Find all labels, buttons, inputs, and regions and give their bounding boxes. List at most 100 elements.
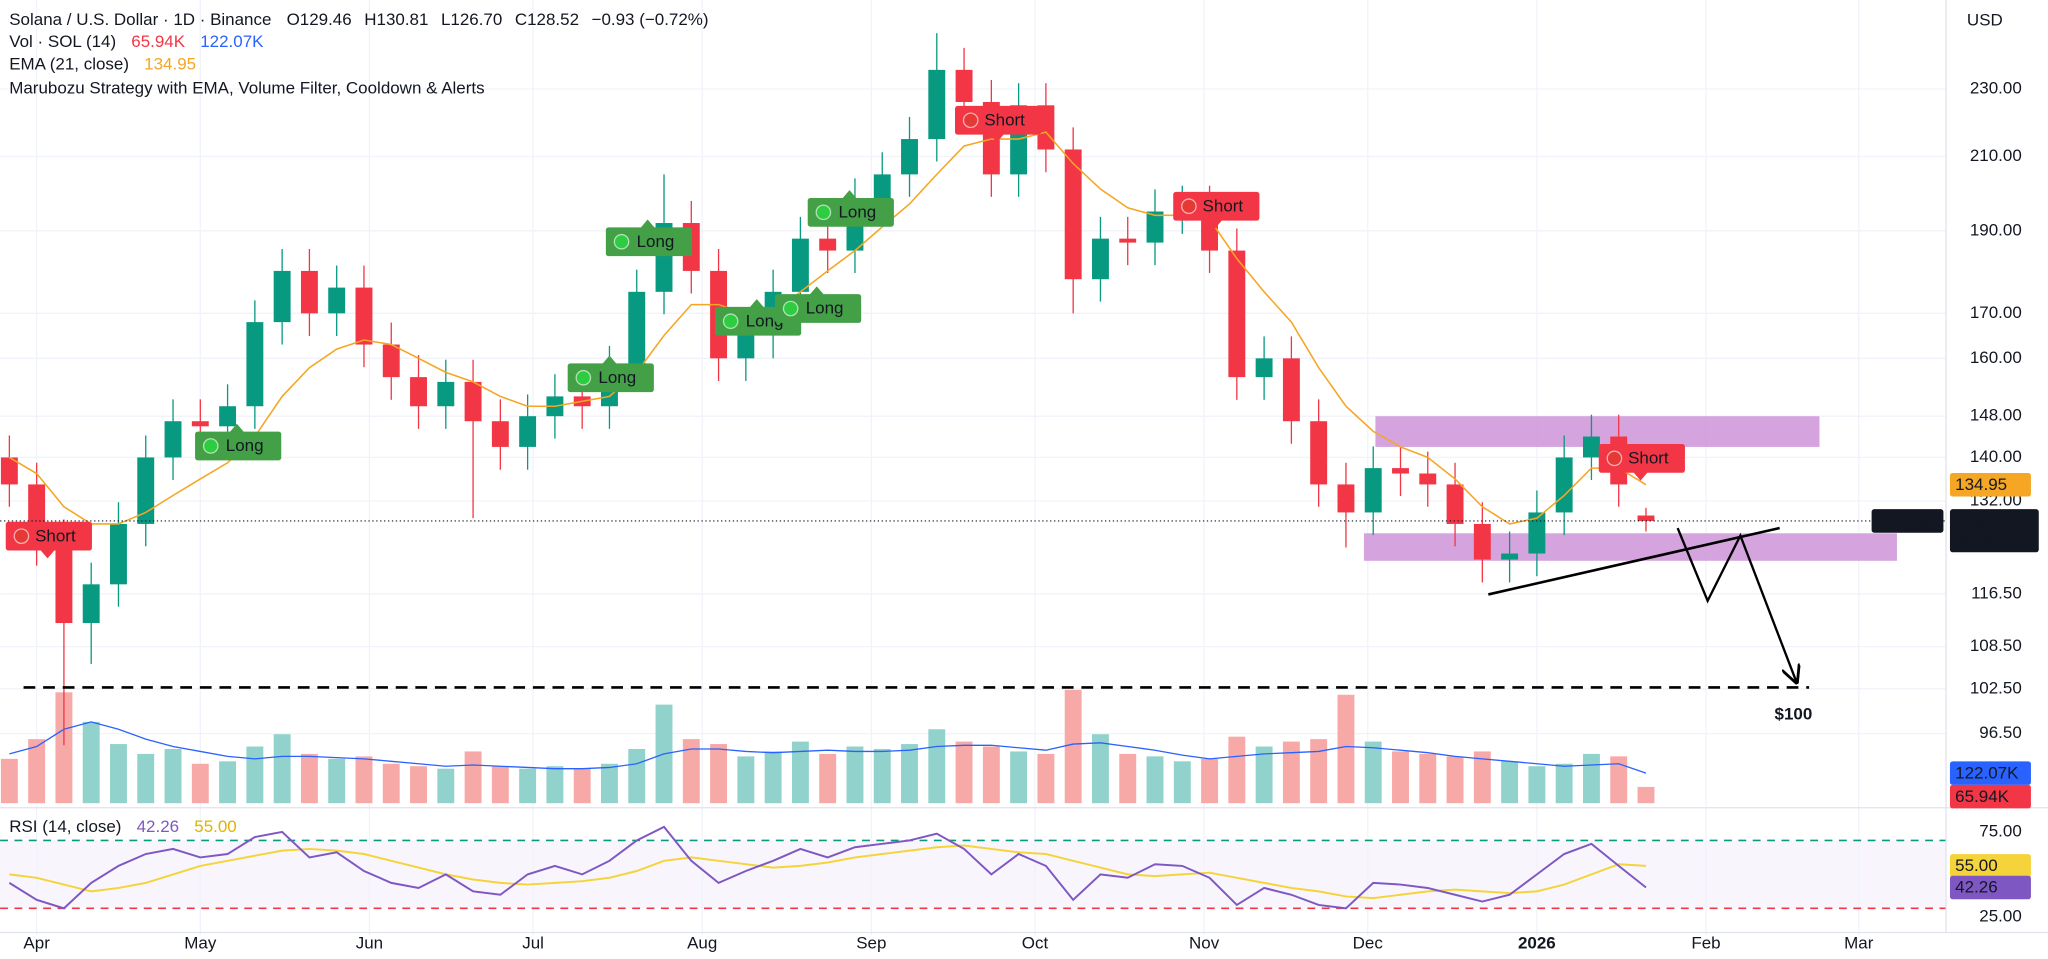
volume-title: Vol · SOL (14)	[9, 33, 116, 52]
signal-dot	[1606, 450, 1623, 467]
volume-bar	[410, 766, 427, 804]
candle-body	[410, 377, 427, 407]
signal-dot	[202, 438, 219, 454]
x-tick-label: Jul	[522, 934, 544, 953]
signal-dot	[13, 528, 30, 544]
last-price-label: 128.52	[1955, 511, 2007, 530]
volume-bar	[355, 756, 373, 804]
volume-bar	[519, 768, 537, 804]
signal-box	[1173, 191, 1260, 221]
rsi-last: 42.26	[137, 817, 179, 836]
signal-pointer	[39, 549, 56, 559]
volume-bar	[1501, 761, 1519, 804]
volume-bar	[1310, 739, 1328, 804]
projection-path	[1676, 527, 1797, 682]
volume-bar	[1064, 689, 1082, 804]
candle-body	[300, 270, 318, 314]
signal-dot	[722, 313, 739, 330]
y-tick-label: 116.50	[1971, 583, 2022, 602]
volume-bar	[1610, 756, 1628, 804]
volume-bar	[491, 766, 509, 804]
volume-bar	[955, 741, 973, 804]
x-tick-label: Aug	[687, 934, 717, 953]
rsi-price-label-box	[1949, 875, 2031, 900]
volume-ma-price-label: 122.07K	[1955, 763, 2019, 782]
candle-body	[355, 287, 373, 345]
volume-bar	[191, 763, 209, 804]
volume-bar	[1282, 741, 1300, 804]
y-tick-label: 102.50	[1970, 678, 2022, 697]
signal-dot	[815, 204, 832, 221]
volume-bar	[901, 744, 918, 804]
x-tick-label: Oct	[1022, 934, 1049, 953]
volume-bar	[219, 761, 237, 804]
signal-pointer	[601, 355, 618, 365]
candle-body	[328, 287, 346, 314]
zone	[1363, 533, 1897, 561]
signal-pointer	[748, 299, 765, 309]
volume-ma-price-label-box	[1949, 761, 2031, 785]
signal-pointer	[988, 133, 1005, 143]
signal-dot	[1181, 198, 1197, 215]
signal-dot	[613, 233, 630, 250]
signal-label: Long	[598, 368, 636, 387]
volume-bar	[682, 739, 700, 804]
rsi-band-fill	[0, 840, 1947, 909]
volume-bar	[110, 744, 127, 804]
volume-bar	[546, 766, 564, 804]
candle-body	[246, 322, 264, 407]
candle-body	[437, 381, 455, 407]
support-label: $100	[1775, 704, 1813, 723]
rsi-title: RSI (14, close)	[9, 817, 121, 836]
volume-bar	[1201, 758, 1219, 804]
volume-ma-line	[9, 721, 1647, 774]
x-tick-label: Jun	[356, 934, 383, 953]
candle-body	[1528, 512, 1546, 554]
signal-label: Long	[637, 232, 675, 251]
candle-body	[928, 69, 946, 140]
candle-body	[1446, 484, 1464, 524]
volume-bar	[737, 756, 755, 804]
volume-bar	[28, 739, 46, 804]
candle-body	[1637, 515, 1655, 521]
volume-bar	[791, 741, 809, 804]
candle-body	[1119, 238, 1137, 243]
candle-body	[1501, 553, 1519, 560]
x-tick-label: Feb	[1691, 934, 1720, 953]
signal-label: Long	[226, 436, 264, 455]
candle-body	[1282, 358, 1300, 422]
rsi-legend: RSI (14, close) 42.26 55.00	[9, 817, 237, 836]
volume-ma-last: 122.07K	[200, 33, 264, 52]
volume-bar	[1528, 766, 1546, 804]
signal-pointer	[808, 286, 825, 296]
volume-bar	[873, 748, 891, 804]
signal-dot	[962, 112, 979, 129]
ema-title: EMA (21, close)	[9, 55, 129, 74]
signal-pointer	[841, 190, 858, 200]
signal-box	[5, 521, 92, 551]
volume-legend: Vol · SOL (14) 65.94K 122.07K	[9, 33, 264, 52]
symbol-label: SOLUSD	[1872, 511, 1942, 530]
volume-bar	[819, 753, 837, 804]
y-tick-label: 190.00	[1970, 220, 2022, 239]
candle-body	[1064, 149, 1082, 280]
header-line: Solana / U.S. Dollar · 1D · Binance O129…	[9, 10, 708, 29]
signal-pointer	[1632, 471, 1649, 481]
currency: USD	[1967, 10, 2003, 29]
candle-body	[1146, 211, 1164, 243]
volume-bar	[1473, 751, 1491, 804]
chart-title: Solana / U.S. Dollar · 1D · Binance	[9, 10, 271, 29]
candle-body	[628, 291, 646, 368]
candle-body	[955, 69, 973, 103]
volume-bar	[1637, 786, 1655, 804]
candle-body	[273, 270, 291, 323]
ohlc-close: C128.52	[515, 10, 579, 29]
candle-body	[82, 584, 100, 624]
volume-bar	[846, 746, 864, 804]
volume-bar	[1173, 761, 1191, 804]
volume-bar	[164, 748, 182, 804]
candle-body	[1091, 238, 1109, 280]
candle-body	[819, 238, 837, 251]
